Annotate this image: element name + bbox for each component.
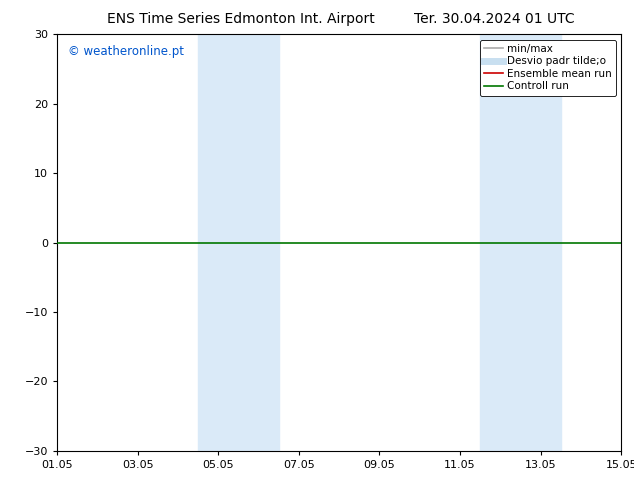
Text: ENS Time Series Edmonton Int. Airport: ENS Time Series Edmonton Int. Airport — [107, 12, 375, 26]
Text: © weatheronline.pt: © weatheronline.pt — [68, 45, 184, 58]
Text: Ter. 30.04.2024 01 UTC: Ter. 30.04.2024 01 UTC — [414, 12, 575, 26]
Legend: min/max, Desvio padr tilde;o, Ensemble mean run, Controll run: min/max, Desvio padr tilde;o, Ensemble m… — [480, 40, 616, 96]
Bar — [198, 34, 279, 451]
Bar — [481, 34, 561, 451]
